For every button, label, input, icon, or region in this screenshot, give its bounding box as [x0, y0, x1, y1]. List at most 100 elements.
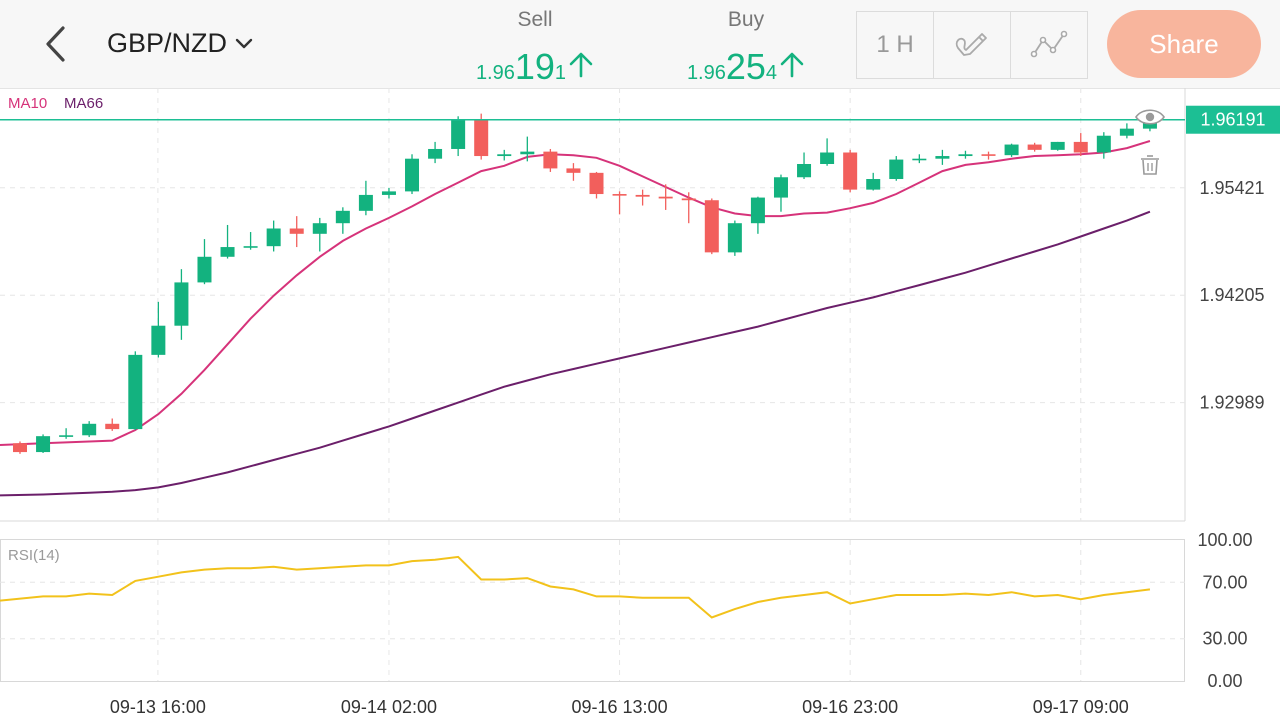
symbol-label: GBP/NZD	[107, 28, 228, 58]
ma66-line	[0, 210, 1151, 497]
sell-price-tail: 1	[554, 62, 567, 84]
interval-button[interactable]: 1 H	[857, 12, 934, 78]
candle-up	[773, 177, 788, 198]
buy-price: 1.96 25 4	[671, 46, 821, 88]
candle-up	[358, 194, 373, 211]
candle-up	[220, 247, 235, 257]
top-bar: GBP/NZD Sell 1.96 19 1 Buy 1.96 25 4	[0, 0, 1280, 89]
trash-icon[interactable]	[1141, 155, 1159, 175]
price-tick-label: 1.92989	[1199, 393, 1264, 413]
candle-up	[335, 210, 350, 224]
candle-up	[59, 435, 74, 437]
eye-icon[interactable]	[1135, 109, 1165, 125]
rsi-label: RSI(14)	[8, 547, 60, 564]
rsi-tick-label: 30.00	[1202, 629, 1247, 649]
candle-down	[612, 194, 627, 196]
price-tick-label: 1.95421	[1199, 178, 1264, 198]
buy-price-tail: 4	[765, 62, 778, 84]
candle-up	[82, 423, 97, 436]
up-arrow-icon	[780, 52, 804, 78]
candle-down	[589, 172, 604, 195]
candle-down	[566, 168, 581, 173]
sell-price-pips: 19	[514, 46, 555, 87]
rsi-tick-label: 0.00	[1207, 671, 1242, 691]
buy-label: Buy	[727, 8, 765, 31]
line-indicator-icon	[1030, 30, 1068, 58]
rsi-line	[0, 555, 1151, 619]
pen-draw-icon	[955, 33, 987, 56]
candle-up	[1096, 135, 1111, 153]
draw-tool-button[interactable]	[934, 12, 1011, 78]
candle-up	[935, 156, 950, 159]
time-tick-label: 09-17 09:00	[1033, 697, 1129, 717]
price-tick-label: 1.94205	[1199, 285, 1264, 305]
candle-down	[658, 196, 673, 199]
candle-up	[405, 158, 420, 192]
ma66-legend: MA66	[64, 95, 103, 112]
candle-up	[727, 223, 742, 253]
candle-up	[1004, 144, 1019, 156]
rsi-tick-label: 70.00	[1202, 572, 1247, 592]
rsi-panel-frame	[0, 539, 1185, 682]
candle-up	[381, 191, 396, 195]
sell-quote[interactable]: Sell 1.96 19 1	[460, 8, 610, 88]
candle-up	[889, 159, 904, 180]
candle-down	[474, 119, 489, 157]
candle-down	[543, 151, 558, 169]
candle-up	[197, 256, 212, 283]
sell-price: 1.96 19 1	[460, 46, 610, 88]
current-price-label: 1.96191	[1200, 110, 1265, 130]
share-button[interactable]: Share	[1107, 10, 1261, 78]
candle-up	[428, 148, 443, 159]
sell-price-prefix: 1.96	[475, 62, 515, 84]
candle-down	[635, 194, 650, 197]
candle-up	[266, 228, 281, 247]
candle-down	[843, 152, 858, 190]
candle-down	[13, 443, 27, 453]
up-arrow-icon	[569, 52, 593, 78]
chevron-down-icon	[235, 38, 253, 48]
candle-up	[243, 246, 258, 248]
candle-up	[128, 354, 143, 430]
rsi-tick-label: 100.00	[1197, 530, 1252, 550]
back-button[interactable]	[36, 22, 76, 66]
candle-up	[36, 436, 51, 453]
candle-up	[312, 223, 327, 234]
candle-up	[497, 154, 512, 157]
candle-down	[1027, 144, 1042, 150]
chart-area[interactable]: 1.96191 1.95421 1.94205 1.92989 MA10 MA6…	[0, 88, 1280, 720]
time-tick-label: 09-16 13:00	[572, 697, 668, 717]
time-tick-label: 09-14 02:00	[341, 697, 437, 717]
time-tick-label: 09-16 23:00	[802, 697, 898, 717]
buy-price-prefix: 1.96	[686, 62, 726, 84]
buy-price-pips: 25	[725, 46, 766, 87]
candle-up	[912, 158, 927, 161]
candle-down	[981, 154, 996, 156]
candle-down	[289, 228, 304, 234]
candle-up	[866, 179, 881, 190]
candle-up	[520, 151, 535, 155]
candle-down	[681, 198, 696, 201]
candle-up	[174, 282, 189, 326]
candle-up	[820, 152, 835, 164]
time-tick-label: 09-13 16:00	[110, 697, 206, 717]
indicator-button[interactable]	[1011, 12, 1087, 78]
candle-up	[750, 197, 765, 224]
ma10-legend: MA10	[8, 95, 47, 112]
back-arrow-icon	[46, 26, 65, 62]
candle-up	[1119, 128, 1134, 136]
candle-down	[105, 423, 120, 430]
candle-down	[1073, 141, 1088, 153]
current-price-tag	[1186, 105, 1280, 134]
candle-down	[704, 200, 719, 253]
chart-toolbar: 1 H	[856, 11, 1088, 79]
buy-quote[interactable]: Buy 1.96 25 4	[671, 8, 821, 88]
ma10-line	[0, 140, 1151, 446]
symbol-selector[interactable]: GBP/NZD	[107, 28, 253, 59]
candle-up	[151, 325, 166, 355]
candle-up	[451, 119, 466, 149]
sell-label: Sell	[517, 8, 553, 31]
candle-up	[797, 163, 812, 178]
candle-up	[1050, 141, 1065, 150]
candle-up	[958, 154, 973, 157]
